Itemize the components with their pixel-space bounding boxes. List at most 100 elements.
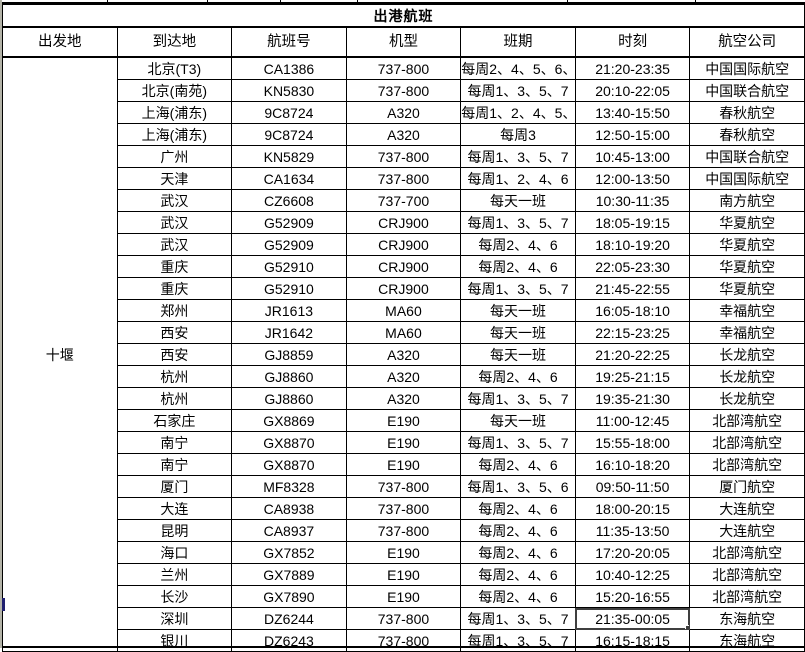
cell-aircraft[interactable]: E190 bbox=[345, 585, 462, 608]
cell-aircraft[interactable]: E190 bbox=[345, 453, 462, 476]
cell-dest[interactable]: 武汉 bbox=[116, 189, 233, 212]
cell-time[interactable]: 10:30-11:35 bbox=[574, 189, 691, 212]
cell-dest[interactable]: 上海(浦东) bbox=[116, 101, 233, 124]
table-row[interactable]: 上海(浦东)9C8724A320每周1、2、4、5、6、713:40-15:50… bbox=[3, 101, 805, 124]
cell-flight[interactable]: MF8328 bbox=[231, 475, 347, 498]
cell-schedule[interactable]: 每周1、3、5、7 bbox=[460, 211, 576, 234]
cell-airline[interactable]: 幸福航空 bbox=[689, 321, 805, 344]
cell-dest[interactable]: 武汉 bbox=[116, 211, 233, 234]
cell-aircraft[interactable]: A320 bbox=[345, 387, 462, 410]
cell-flight[interactable]: KN5829 bbox=[231, 145, 347, 168]
cell-schedule[interactable]: 每周1、3、5、7 bbox=[460, 387, 576, 410]
cell-time[interactable]: 18:05-19:15 bbox=[574, 211, 691, 234]
cell-flight[interactable]: CZ6608 bbox=[231, 189, 347, 212]
cell-flight[interactable]: G52909 bbox=[231, 233, 347, 256]
cell-airline[interactable]: 华夏航空 bbox=[689, 233, 805, 256]
cell-flight[interactable]: G52910 bbox=[231, 277, 347, 300]
column-header-schedule[interactable]: 班期 bbox=[460, 26, 576, 58]
cell-dest[interactable]: 杭州 bbox=[116, 387, 233, 410]
table-row[interactable]: 银川 DZ6243 737-800 每周1、3、5、7 16:15-18:15 东海航空 bbox=[3, 629, 805, 652]
cell-aircraft[interactable]: A320 bbox=[345, 365, 462, 388]
fill-handle[interactable] bbox=[685, 625, 689, 629]
cell-airline[interactable]: 北部湾航空 bbox=[689, 563, 805, 586]
cell-schedule[interactable]: 每周1、3、5、7 bbox=[460, 607, 576, 630]
cell-schedule[interactable]: 每周2、4、6 bbox=[460, 255, 576, 278]
cell-time[interactable]: 19:25-21:15 bbox=[574, 365, 691, 388]
cell-airline[interactable]: 北部湾航空 bbox=[689, 431, 805, 454]
cell-schedule[interactable]: 每天一班 bbox=[460, 189, 576, 212]
cell-aircraft[interactable]: E190 bbox=[345, 541, 462, 564]
cell-airline[interactable]: 春秋航空 bbox=[689, 123, 805, 146]
cell-time[interactable]: 12:00-13:50 bbox=[574, 167, 691, 190]
cell-aircraft[interactable]: CRJ900 bbox=[345, 233, 462, 256]
cell-schedule[interactable]: 每周2、4、6 bbox=[460, 233, 576, 256]
cell-schedule[interactable]: 每周2、4、6 bbox=[460, 541, 576, 564]
cell-schedule[interactable]: 每周2、4、6 bbox=[460, 519, 576, 542]
cell-flight[interactable]: GX8869 bbox=[231, 409, 347, 432]
cell-airline[interactable]: 幸福航空 bbox=[689, 299, 805, 322]
cell-time[interactable]: 21:45-22:55 bbox=[574, 277, 691, 300]
table-row[interactable]: 西安 GJ8859 A320 每天一班 21:20-22:25 长龙航空 bbox=[3, 343, 805, 366]
cell-schedule[interactable]: 每周2、4、6 bbox=[460, 497, 576, 520]
table-row[interactable]: 大连 CA8938 737-800 每周2、4、6 18:00-20:15 大连航空 bbox=[3, 497, 805, 520]
table-row[interactable]: 重庆 G52910 CRJ900 每周2、4、6 22:05-23:30 华夏航空 bbox=[3, 255, 805, 278]
table-row[interactable]: 武汉 CZ6608 737-700 每天一班 10:30-11:35 南方航空 bbox=[3, 189, 805, 212]
table-row[interactable]: 天津 CA1634 737-800 每周1、2、4、6 12:00-13:50 中国国际航… bbox=[3, 167, 805, 190]
cell-dest[interactable]: 昆明 bbox=[116, 519, 233, 542]
cell-time[interactable]: 10:45-13:00 bbox=[574, 145, 691, 168]
cell-airline[interactable]: 东海航空 bbox=[689, 607, 805, 630]
cell-aircraft[interactable]: 737-800 bbox=[345, 167, 462, 190]
cell-flight[interactable]: GX8870 bbox=[231, 453, 347, 476]
cell-time[interactable]: 13:40-15:50 bbox=[574, 101, 691, 124]
cell-flight[interactable]: G52910 bbox=[231, 255, 347, 278]
cell-flight[interactable]: GX7889 bbox=[231, 563, 347, 586]
cell-time[interactable]: 21:20-23:35 bbox=[574, 56, 691, 80]
cell-time[interactable]: 15:20-16:55 bbox=[574, 585, 691, 608]
cell-time[interactable]: 17:20-20:05 bbox=[574, 541, 691, 564]
cell-flight[interactable]: DZ6244 bbox=[231, 607, 347, 630]
cell-schedule[interactable]: 每周2、4、6 bbox=[460, 453, 576, 476]
cell-flight[interactable]: CA8938 bbox=[231, 497, 347, 520]
cell-aircraft[interactable]: 737-800 bbox=[345, 475, 462, 498]
cell-aircraft[interactable]: 737-800 bbox=[345, 519, 462, 542]
column-header-origin[interactable]: 出发地 bbox=[2, 26, 118, 58]
cell-aircraft[interactable]: MA60 bbox=[345, 299, 462, 322]
cell-airline[interactable]: 南方航空 bbox=[689, 189, 805, 212]
cell-dest[interactable]: 大连 bbox=[116, 497, 233, 520]
cell-schedule[interactable]: 每天一班 bbox=[460, 299, 576, 322]
cell-flight[interactable]: JR1613 bbox=[231, 299, 347, 322]
table-row[interactable]: 长沙 GX7890 E190 每周2、4、6 15:20-16:55 北部湾航空 bbox=[3, 585, 805, 608]
cell-aircraft[interactable]: 737-800 bbox=[345, 607, 462, 630]
cell-flight[interactable]: DZ6243 bbox=[231, 629, 347, 652]
cell-dest[interactable]: 上海(浦东) bbox=[116, 123, 233, 146]
cell-schedule[interactable]: 每天一班 bbox=[460, 321, 576, 344]
cell-flight[interactable]: CA1634 bbox=[231, 167, 347, 190]
cell-schedule[interactable]: 每天一班 bbox=[460, 343, 576, 366]
column-header-time[interactable]: 时刻 bbox=[574, 26, 691, 58]
cell-airline[interactable]: 北部湾航空 bbox=[689, 541, 805, 564]
cell-airline[interactable]: 中国国际航空 bbox=[689, 167, 805, 190]
cell-dest[interactable]: 北京(南苑) bbox=[116, 79, 233, 102]
cell-flight[interactable]: GX7890 bbox=[231, 585, 347, 608]
cell-schedule[interactable]: 每周1、3、5、7 bbox=[460, 79, 576, 102]
cell-time[interactable]: 12:50-15:00 bbox=[574, 123, 691, 146]
cell-schedule[interactable]: 每周1、3、5、7 bbox=[460, 277, 576, 300]
cell-flight[interactable]: 9C8724 bbox=[231, 123, 347, 146]
cell-schedule[interactable]: 每周2、4、6 bbox=[460, 563, 576, 586]
cell-airline[interactable]: 厦门航空 bbox=[689, 475, 805, 498]
cell-dest[interactable]: 广州 bbox=[116, 145, 233, 168]
cell-aircraft[interactable]: E190 bbox=[345, 563, 462, 586]
table-row[interactable]: 海口 GX7852 E190 每周2、4、6 17:20-20:05 北部湾航空 bbox=[3, 541, 805, 564]
cell-aircraft[interactable]: 737-800 bbox=[345, 629, 462, 652]
cell-time[interactable]: 20:10-22:05 bbox=[574, 79, 691, 102]
column-header-flight[interactable]: 航班号 bbox=[231, 26, 347, 58]
cell-flight[interactable]: JR1642 bbox=[231, 321, 347, 344]
cell-aircraft[interactable]: E190 bbox=[345, 409, 462, 432]
cell-dest[interactable]: 郑州 bbox=[116, 299, 233, 322]
cell-dest[interactable]: 长沙 bbox=[116, 585, 233, 608]
table-row[interactable]: 昆明 CA8937 737-800 每周2、4、6 11:35-13:50 大连航空 bbox=[3, 519, 805, 542]
cell-schedule[interactable]: 每天一班 bbox=[460, 409, 576, 432]
table-row[interactable]: 十堰 北京(T3) CA1386 737-800 每周2、4、5、6、7 21:20-23… bbox=[2, 56, 805, 652]
cell-dest[interactable]: 杭州 bbox=[116, 365, 233, 388]
column-header-airline[interactable]: 航空公司 bbox=[689, 26, 805, 58]
